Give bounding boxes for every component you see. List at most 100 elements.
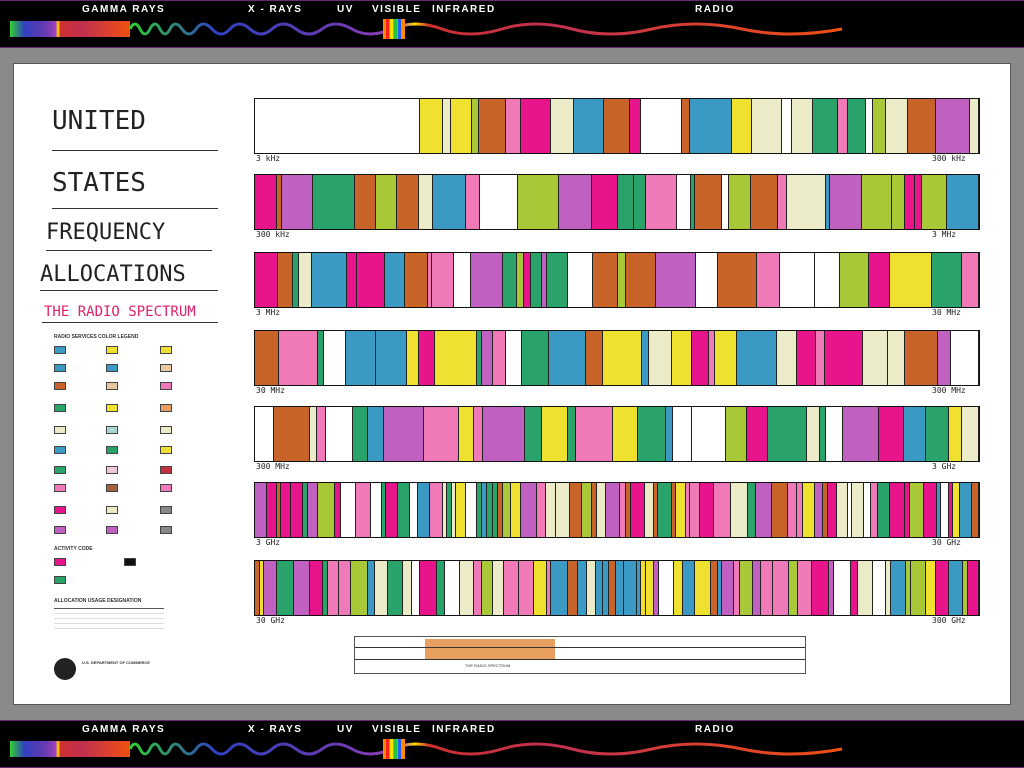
allocation-block xyxy=(596,561,603,615)
allocation-block xyxy=(826,175,830,229)
allocation-block xyxy=(852,483,864,537)
allocation-block xyxy=(672,331,692,385)
allocation-block xyxy=(834,561,851,615)
allocation-block xyxy=(718,253,757,307)
allocation-block xyxy=(878,483,890,537)
allocation-block xyxy=(420,99,443,153)
allocation-block xyxy=(782,99,792,153)
allocation-block xyxy=(551,561,568,615)
allocation-block xyxy=(341,483,356,537)
allocation-block xyxy=(828,483,837,537)
allocation-block xyxy=(823,483,828,537)
allocation-block xyxy=(692,407,726,461)
allocation-block xyxy=(962,407,979,461)
allocation-block xyxy=(729,175,751,229)
allocation-block xyxy=(673,407,692,461)
allocation-block xyxy=(641,99,682,153)
allocation-block xyxy=(690,483,700,537)
allocation-block xyxy=(624,561,637,615)
allocation-block xyxy=(659,561,674,615)
allocation-block xyxy=(542,407,568,461)
allocation-block xyxy=(353,407,368,461)
allocation-block xyxy=(773,561,789,615)
allocation-block xyxy=(620,483,626,537)
allocation-block xyxy=(757,253,780,307)
activity-swatch xyxy=(54,558,66,566)
allocation-block xyxy=(303,483,308,537)
allocation-block xyxy=(318,483,335,537)
allocation-block xyxy=(862,175,892,229)
allocation-block xyxy=(709,331,715,385)
allocation-block xyxy=(840,253,869,307)
label-uv: UV xyxy=(337,724,354,735)
row-start-frequency: 300 kHz xyxy=(256,230,290,239)
allocation-block xyxy=(524,253,531,307)
allocation-block xyxy=(347,253,357,307)
allocation-block xyxy=(576,407,613,461)
row-end-frequency: 300 GHz xyxy=(932,616,966,625)
allocation-block xyxy=(606,483,620,537)
allocation-block xyxy=(357,253,385,307)
allocation-block xyxy=(937,483,941,537)
allocation-block xyxy=(618,253,626,307)
allocation-block xyxy=(603,331,642,385)
allocation-block xyxy=(443,99,451,153)
allocation-block xyxy=(864,483,871,537)
allocation-block xyxy=(626,483,631,537)
allocation-block xyxy=(753,561,761,615)
allocation-block xyxy=(278,253,293,307)
allocation-block xyxy=(972,483,979,537)
allocation-block xyxy=(654,483,658,537)
row-end-frequency: 300 MHz xyxy=(932,386,966,395)
allocation-block xyxy=(419,175,433,229)
spectrum-scale-diagram: THE RADIO SPECTRUM xyxy=(354,636,806,674)
allocation-block xyxy=(437,561,445,615)
allocation-block xyxy=(385,253,405,307)
row-start-frequency: 3 MHz xyxy=(256,308,281,317)
allocation-block xyxy=(787,175,826,229)
allocation-block xyxy=(922,175,947,229)
row-end-frequency: 300 kHz xyxy=(932,154,966,163)
allocation-block xyxy=(313,175,355,229)
allocation-block xyxy=(756,483,772,537)
allocation-block xyxy=(638,407,666,461)
allocation-block xyxy=(780,253,815,307)
allocation-block xyxy=(386,483,398,537)
label-infrared: INFRARED xyxy=(432,724,496,735)
label-uv: UV xyxy=(337,4,354,15)
allocation-block xyxy=(460,561,474,615)
allocation-block xyxy=(960,483,972,537)
allocation-block xyxy=(778,175,787,229)
allocation-block xyxy=(768,407,807,461)
allocation-block xyxy=(459,407,474,461)
allocation-block xyxy=(503,253,517,307)
allocation-block xyxy=(715,331,737,385)
allocation-block xyxy=(282,175,313,229)
allocation-block xyxy=(407,331,419,385)
allocation-block xyxy=(503,483,511,537)
allocation-block xyxy=(398,483,410,537)
allocation-block xyxy=(672,483,676,537)
allocation-block xyxy=(568,407,576,461)
allocation-block xyxy=(546,483,556,537)
allocation-block xyxy=(936,99,970,153)
allocation-block xyxy=(456,483,466,537)
allocation-block xyxy=(587,561,596,615)
activity-swatch xyxy=(124,558,136,566)
allocation-block xyxy=(772,483,788,537)
allocation-block xyxy=(813,99,838,153)
allocation-block xyxy=(255,561,260,615)
allocation-block xyxy=(324,331,346,385)
allocation-block xyxy=(430,483,443,537)
allocation-block xyxy=(570,483,582,537)
allocation-block xyxy=(788,483,797,537)
allocation-block xyxy=(674,561,683,615)
allocation-block xyxy=(477,331,482,385)
allocation-block xyxy=(375,561,388,615)
allocation-block xyxy=(747,407,768,461)
allocation-block xyxy=(482,483,487,537)
allocation-block xyxy=(752,99,782,153)
allocation-block xyxy=(593,253,618,307)
allocation-block xyxy=(511,483,521,537)
allocation-block xyxy=(559,175,592,229)
